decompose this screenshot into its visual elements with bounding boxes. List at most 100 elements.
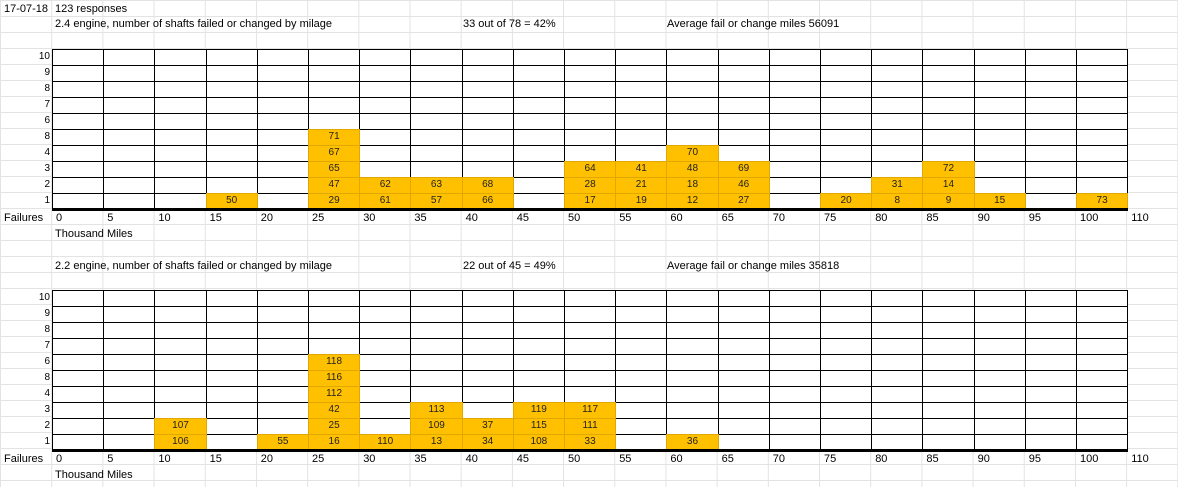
grid-cell[interactable] [973, 177, 1026, 194]
grid-cell[interactable] [973, 290, 1026, 307]
grid-cell[interactable] [103, 322, 156, 339]
grid-cell[interactable] [922, 338, 975, 355]
x-axis-title[interactable]: Thousand Miles [55, 469, 133, 481]
grid-cell[interactable] [564, 49, 617, 66]
data-cell[interactable]: 71 [308, 129, 361, 146]
grid-cell[interactable] [52, 386, 105, 403]
grid-cell[interactable] [1076, 418, 1129, 435]
grid-cell[interactable] [52, 113, 105, 130]
grid-cell[interactable] [564, 81, 617, 98]
grid-cell[interactable] [461, 65, 514, 82]
grid-cell[interactable] [973, 81, 1026, 98]
grid-cell[interactable] [308, 97, 361, 114]
grid-cell[interactable] [820, 290, 873, 307]
grid-cell[interactable] [922, 145, 975, 162]
grid-cell[interactable] [154, 386, 207, 403]
grid-cell[interactable] [717, 65, 770, 82]
grid-cell[interactable] [256, 113, 309, 130]
grid-cell[interactable] [1076, 354, 1129, 371]
grid-cell[interactable] [461, 354, 514, 371]
grid-cell[interactable] [205, 418, 258, 435]
grid-cell[interactable] [615, 97, 668, 114]
responses-cell[interactable]: 123 responses [55, 3, 128, 15]
grid-cell[interactable] [973, 65, 1026, 82]
grid-cell[interactable] [103, 354, 156, 371]
grid-cell[interactable] [205, 81, 258, 98]
grid-cell[interactable] [1024, 402, 1077, 419]
grid-cell[interactable] [154, 81, 207, 98]
grid-cell[interactable] [820, 418, 873, 435]
grid-cell[interactable] [154, 338, 207, 355]
grid-cell[interactable] [1024, 338, 1077, 355]
data-cell[interactable]: 47 [308, 177, 361, 194]
grid-cell[interactable] [871, 418, 924, 435]
grid-cell[interactable] [410, 129, 463, 146]
grid-cell[interactable] [52, 322, 105, 339]
grid-cell[interactable] [410, 386, 463, 403]
grid-cell[interactable] [256, 306, 309, 323]
grid-cell[interactable] [410, 97, 463, 114]
grid-cell[interactable] [512, 161, 565, 178]
grid-cell[interactable] [717, 338, 770, 355]
grid-cell[interactable] [871, 306, 924, 323]
grid-cell[interactable] [52, 81, 105, 98]
grid-cell[interactable] [1076, 370, 1129, 387]
grid-cell[interactable] [154, 402, 207, 419]
grid-cell[interactable] [922, 81, 975, 98]
grid-cell[interactable] [205, 113, 258, 130]
grid-cell[interactable] [666, 129, 719, 146]
grid-cell[interactable] [103, 65, 156, 82]
grid-cell[interactable] [52, 418, 105, 435]
grid-cell[interactable] [512, 97, 565, 114]
grid-cell[interactable] [564, 386, 617, 403]
grid-cell[interactable] [564, 354, 617, 371]
grid-cell[interactable] [154, 354, 207, 371]
data-cell[interactable]: 119 [512, 402, 565, 419]
data-cell[interactable]: 28 [564, 177, 617, 194]
grid-cell[interactable] [154, 49, 207, 66]
grid-cell[interactable] [52, 402, 105, 419]
grid-cell[interactable] [1076, 290, 1129, 307]
grid-cell[interactable] [256, 97, 309, 114]
grid-cell[interactable] [564, 370, 617, 387]
grid-cell[interactable] [871, 402, 924, 419]
grid-cell[interactable] [820, 177, 873, 194]
grid-cell[interactable] [973, 97, 1026, 114]
grid-cell[interactable] [205, 370, 258, 387]
grid-cell[interactable] [973, 370, 1026, 387]
grid-cell[interactable] [820, 161, 873, 178]
grid-cell[interactable] [308, 65, 361, 82]
grid-cell[interactable] [359, 418, 412, 435]
grid-cell[interactable] [512, 290, 565, 307]
grid-cell[interactable] [615, 322, 668, 339]
grid-cell[interactable] [973, 338, 1026, 355]
grid-cell[interactable] [359, 354, 412, 371]
grid-cell[interactable] [52, 306, 105, 323]
grid-cell[interactable] [52, 177, 105, 194]
grid-cell[interactable] [154, 161, 207, 178]
grid-cell[interactable] [922, 354, 975, 371]
grid-cell[interactable] [768, 338, 821, 355]
grid-cell[interactable] [922, 65, 975, 82]
grid-cell[interactable] [717, 145, 770, 162]
grid-cell[interactable] [922, 97, 975, 114]
average-miles-cell[interactable]: Average fail or change miles 35818 [667, 260, 840, 272]
grid-cell[interactable] [768, 402, 821, 419]
grid-cell[interactable] [1024, 386, 1077, 403]
data-cell[interactable]: 117 [564, 402, 617, 419]
grid-cell[interactable] [717, 386, 770, 403]
grid-cell[interactable] [154, 177, 207, 194]
grid-cell[interactable] [256, 49, 309, 66]
grid-cell[interactable] [52, 161, 105, 178]
data-cell[interactable]: 25 [308, 418, 361, 435]
data-cell[interactable]: 46 [717, 177, 770, 194]
grid-cell[interactable] [410, 113, 463, 130]
grid-cell[interactable] [52, 370, 105, 387]
grid-cell[interactable] [1076, 49, 1129, 66]
grid-cell[interactable] [103, 49, 156, 66]
grid-cell[interactable] [461, 338, 514, 355]
grid-cell[interactable] [256, 177, 309, 194]
grid-cell[interactable] [359, 65, 412, 82]
grid-cell[interactable] [103, 290, 156, 307]
grid-cell[interactable] [820, 354, 873, 371]
